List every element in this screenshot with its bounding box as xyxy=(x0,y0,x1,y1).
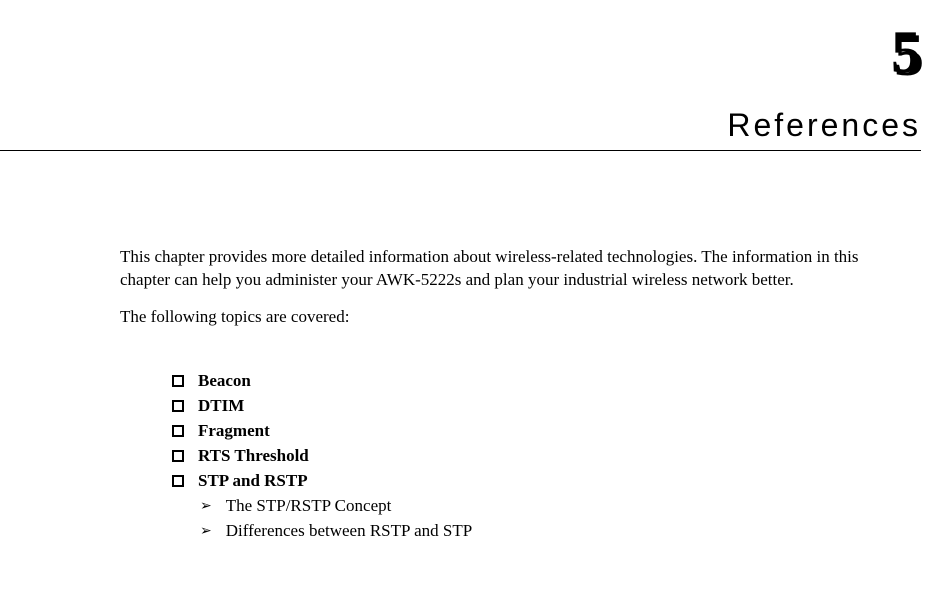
sub-topics-list: ➢ The STP/RSTP Concept ➢ Differences betwe… xyxy=(200,496,891,541)
checkbox-icon xyxy=(172,425,184,437)
checkbox-icon xyxy=(172,475,184,487)
topics-list: Beacon DTIM Fragment RTS Threshold STP a… xyxy=(172,371,891,541)
subtopic-item-stp-concept: ➢ The STP/RSTP Concept xyxy=(200,496,891,516)
page-container: 5 5 References This chapter provides mor… xyxy=(0,0,951,608)
intro-paragraph-2: The following topics are covered: xyxy=(120,306,891,329)
subtopic-item-rstp-stp-diff: ➢ Differences between RSTP and STP xyxy=(200,521,891,541)
chapter-number: 5 xyxy=(891,19,921,85)
checkbox-icon xyxy=(172,450,184,462)
topic-label: Beacon xyxy=(198,371,251,390)
topic-item-beacon: Beacon xyxy=(172,371,891,391)
checkbox-icon xyxy=(172,375,184,387)
subtopic-label: Differences between RSTP and STP xyxy=(226,521,472,540)
arrow-icon: ➢ xyxy=(200,523,212,540)
chapter-number-stack: 5 5 xyxy=(891,18,921,87)
topic-item-stp-rstp: STP and RSTP ➢ The STP/RSTP Concept ➢ Diff… xyxy=(172,471,891,541)
checkbox-icon xyxy=(172,400,184,412)
topic-label: DTIM xyxy=(198,396,244,415)
subtopic-label: The STP/RSTP Concept xyxy=(226,496,392,515)
topic-item-fragment: Fragment xyxy=(172,421,891,441)
topic-label: Fragment xyxy=(198,421,270,440)
topic-label: STP and RSTP xyxy=(198,471,308,490)
topic-item-rts-threshold: RTS Threshold xyxy=(172,446,891,466)
topic-label: RTS Threshold xyxy=(198,446,309,465)
chapter-title: References xyxy=(0,107,921,150)
arrow-icon: ➢ xyxy=(200,498,212,515)
intro-paragraph-1: This chapter provides more detailed info… xyxy=(120,246,891,292)
content-block: This chapter provides more detailed info… xyxy=(120,246,891,541)
topic-item-dtim: DTIM xyxy=(172,396,891,416)
title-rule xyxy=(0,150,921,151)
